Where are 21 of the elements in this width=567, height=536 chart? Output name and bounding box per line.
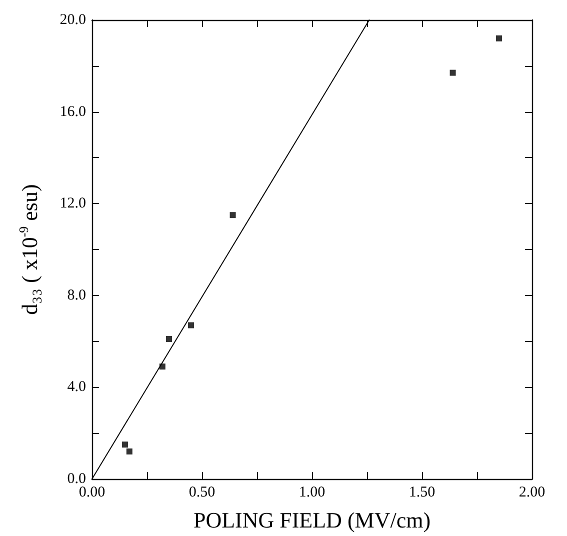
point bbox=[159, 364, 166, 370]
point bbox=[230, 212, 236, 218]
x-tick-label: 1.00 bbox=[298, 484, 326, 500]
x-axis-title: POLING FIELD (MV/cm) bbox=[193, 508, 431, 532]
x-tick-label: 0.50 bbox=[188, 484, 216, 500]
y-tick-label: 4.0 bbox=[67, 379, 86, 396]
y-axis-title: d₃₃ ( x10-9 esu) bbox=[16, 184, 42, 315]
x-tick-label: 1.50 bbox=[408, 484, 436, 500]
y-tick-label: 8.0 bbox=[67, 287, 86, 304]
point bbox=[166, 336, 172, 342]
point bbox=[188, 322, 194, 328]
point bbox=[122, 442, 128, 448]
y-tick-label: 12.0 bbox=[60, 196, 86, 212]
x-tick-label: 2.00 bbox=[518, 484, 546, 500]
y-tick-label: 20.0 bbox=[60, 12, 86, 28]
point bbox=[450, 70, 456, 76]
point bbox=[126, 448, 132, 454]
point bbox=[496, 35, 502, 42]
x-tick-label: 0.00 bbox=[78, 484, 106, 500]
y-tick-label: 0.0 bbox=[67, 471, 86, 487]
y-tick-label: 16.0 bbox=[60, 104, 86, 120]
